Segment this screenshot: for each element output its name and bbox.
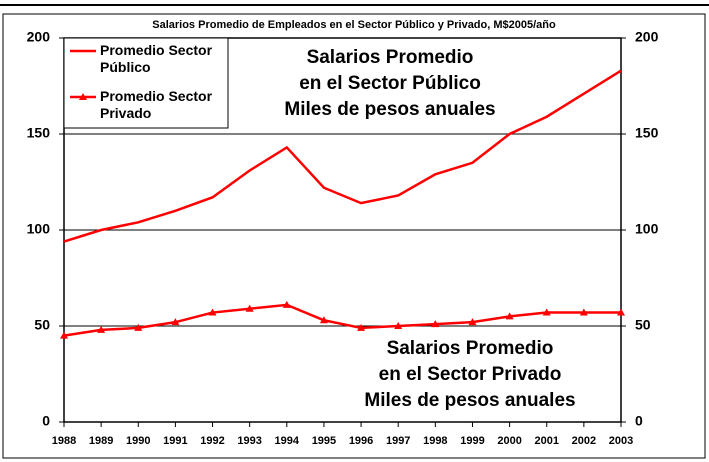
x-tick-label: 1997 [386, 435, 410, 447]
x-tick-label: 1995 [312, 435, 336, 447]
y2-tick-label: 100 [635, 221, 659, 237]
legend-label: Promedio Sector Privado [100, 88, 213, 121]
legend-marker [79, 93, 87, 100]
x-tick-label: 1990 [126, 435, 150, 447]
marker [431, 320, 440, 328]
x-tick-label: 1993 [237, 435, 261, 447]
series-line [63, 69, 622, 243]
x-tick-label: 2001 [534, 435, 558, 447]
x-tick-label: 2002 [572, 435, 596, 447]
marker [97, 325, 106, 333]
marker [579, 308, 588, 316]
annotation: Salarios Promedio en el Sector Público M… [284, 47, 496, 120]
chart-title: Salarios Promedio de Empleados en el Sec… [152, 19, 556, 31]
y2-tick-label: 150 [635, 125, 659, 141]
annotation: Salarios Promedio en el Sector Privado M… [364, 338, 576, 411]
legend-box [63, 37, 229, 129]
y2-tick-label: 50 [635, 317, 651, 333]
y-tick-label: 150 [27, 125, 51, 141]
marker [60, 331, 68, 339]
y-tick-label: 100 [27, 221, 51, 237]
x-tick-label: 1994 [275, 435, 300, 447]
marker [357, 323, 366, 331]
x-tick-label: 1998 [423, 435, 447, 447]
marker [468, 318, 477, 326]
marker [134, 323, 143, 331]
y-tick-label: 0 [42, 413, 50, 429]
marker [394, 322, 403, 329]
y-tick-label: 200 [27, 29, 51, 45]
series-line [63, 303, 621, 337]
y2-tick-label: 0 [635, 413, 643, 429]
x-tick-label: 1996 [349, 435, 373, 447]
marker [617, 308, 625, 316]
x-tick-label: 1989 [89, 435, 113, 447]
x-tick-label: 1992 [200, 435, 224, 447]
marker [505, 312, 514, 320]
legend-label: Promedio Sector Público [100, 42, 213, 75]
y-tick-label: 50 [34, 317, 50, 333]
x-tick-label: 1999 [460, 435, 484, 447]
marker [542, 308, 551, 316]
y2-tick-label: 200 [635, 29, 659, 45]
x-tick-label: 1991 [163, 435, 187, 447]
x-tick-label: 2003 [609, 435, 633, 447]
marker [282, 300, 291, 308]
x-tick-label: 2000 [497, 435, 521, 447]
marker [208, 308, 217, 316]
marker [245, 304, 254, 312]
marker [319, 316, 328, 324]
chart-frame [2, 13, 706, 459]
marker [171, 318, 180, 326]
x-tick-label: 1988 [52, 435, 76, 447]
